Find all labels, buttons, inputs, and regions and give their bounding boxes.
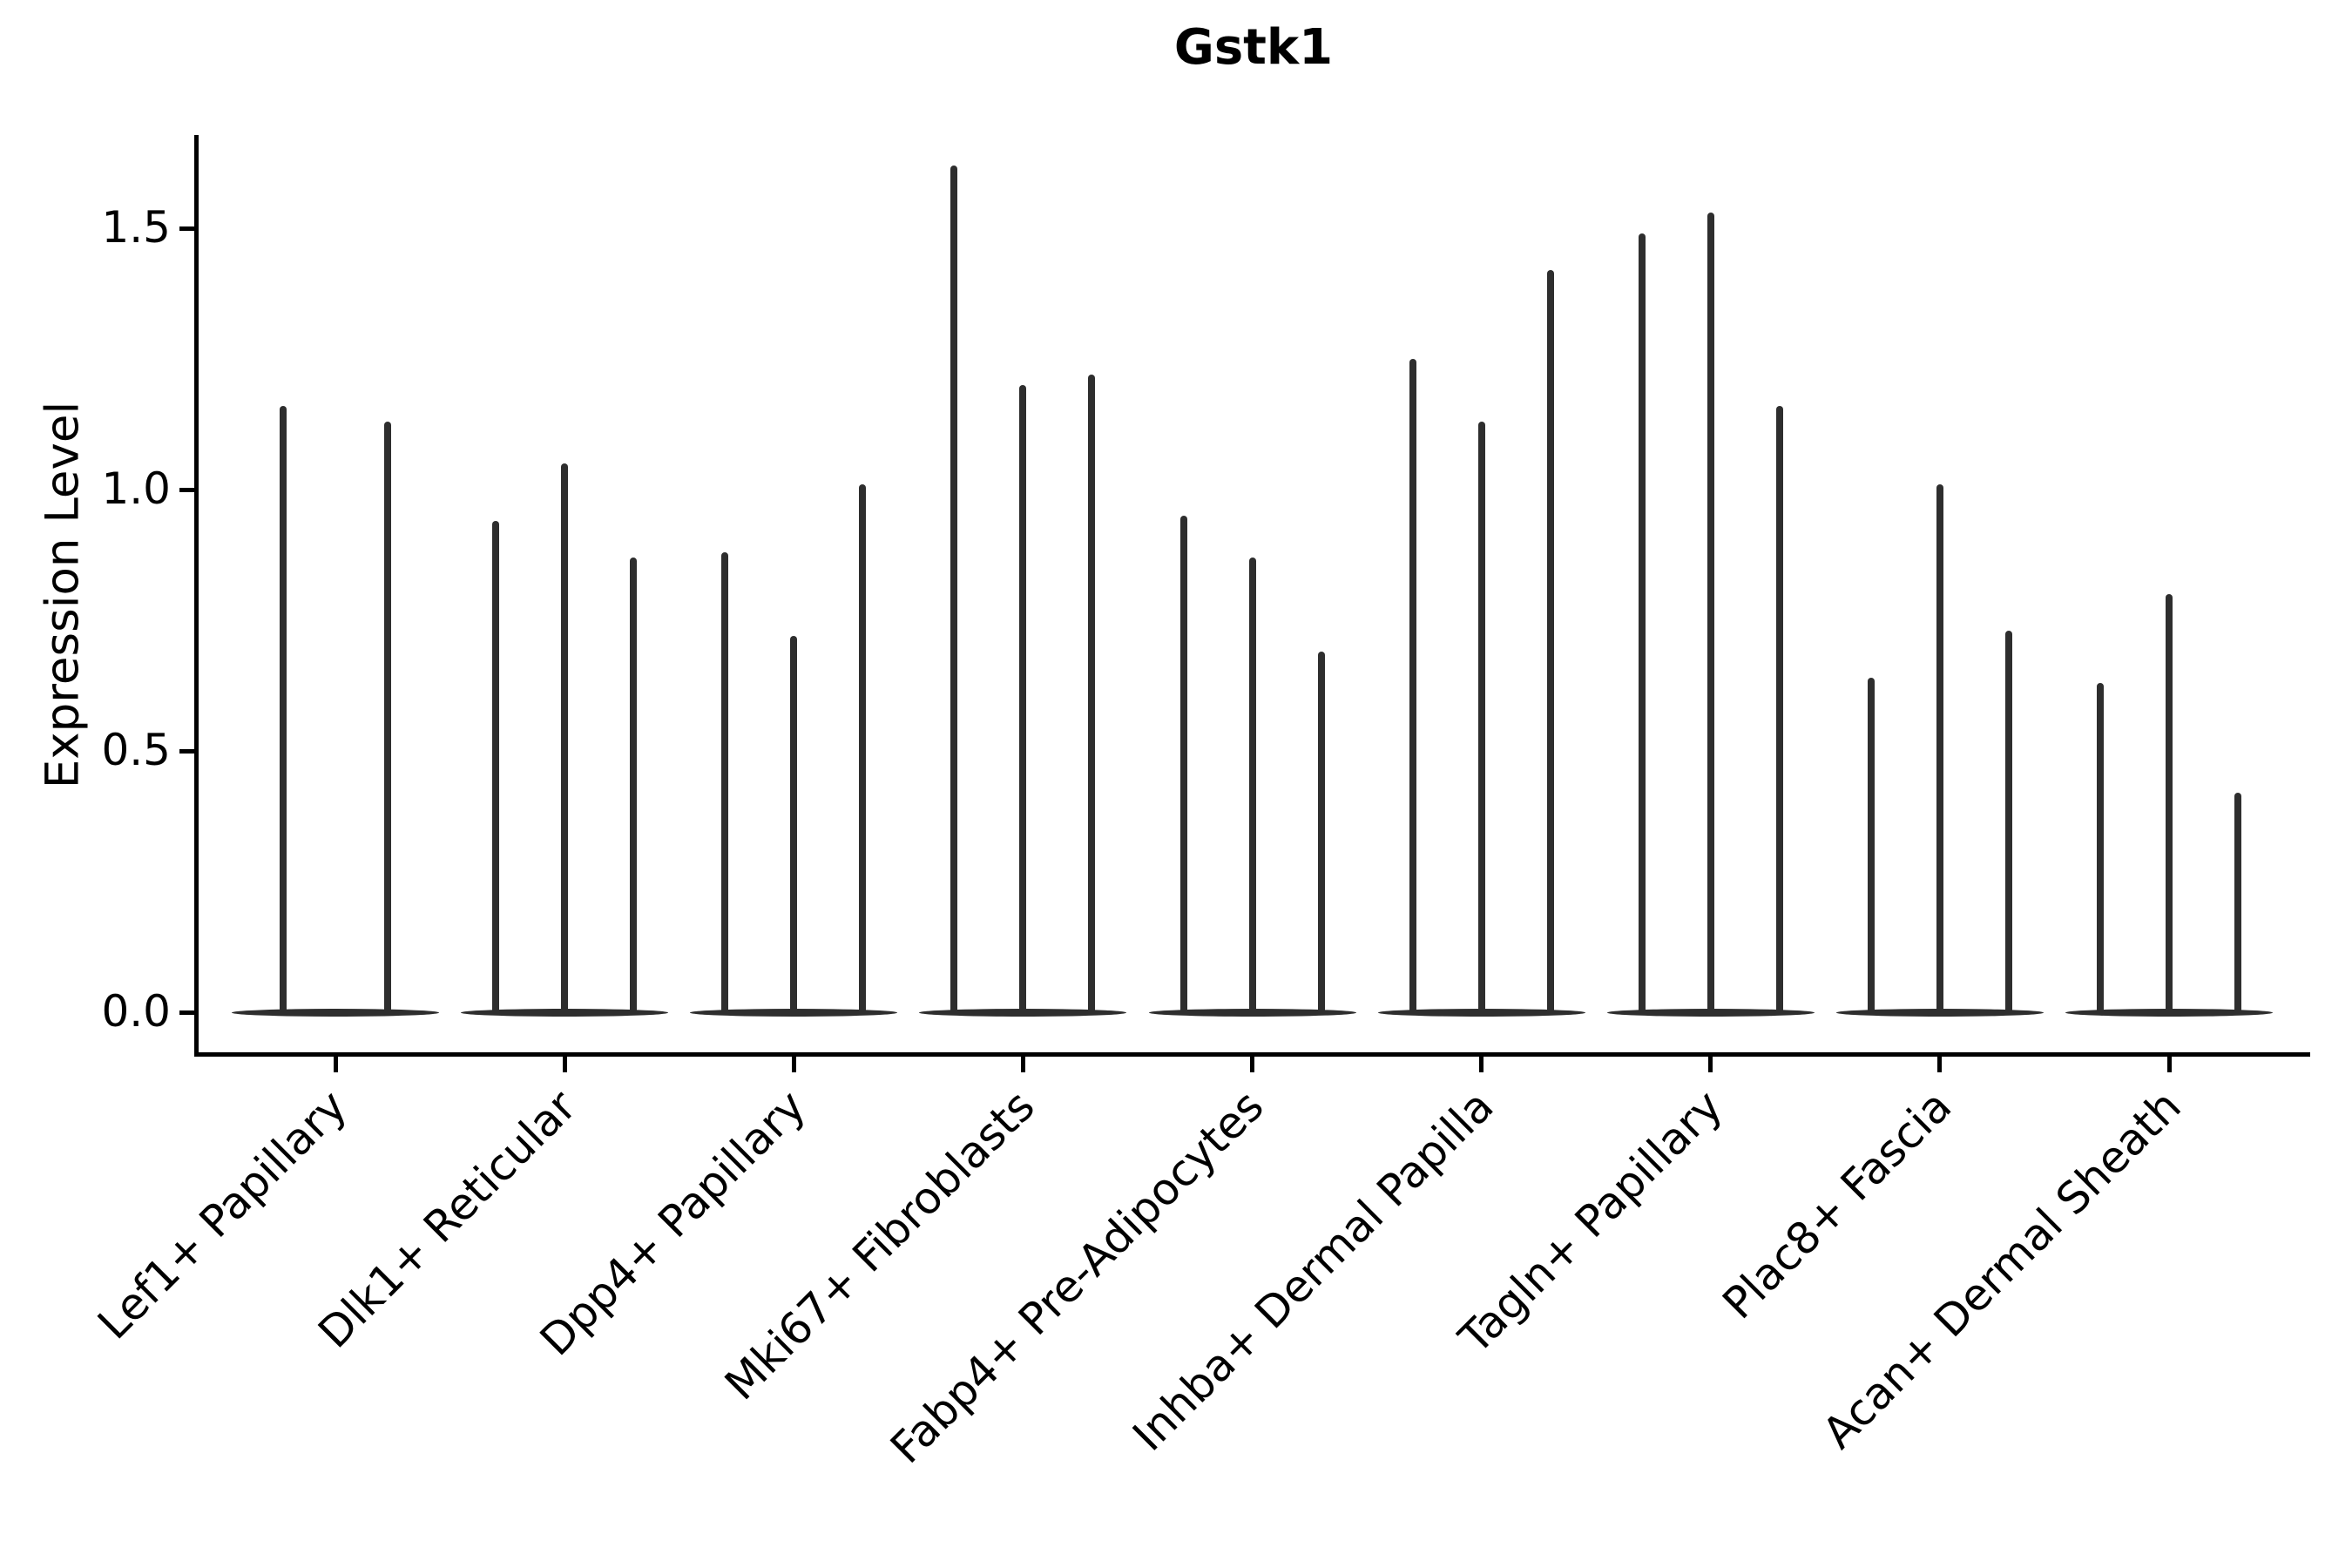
violin-tail: [630, 558, 638, 1012]
violin-tail: [280, 406, 287, 1012]
x-tick: [1479, 1057, 1484, 1072]
violin-base: [690, 1008, 898, 1017]
violin-tail: [1409, 359, 1416, 1012]
violin-base: [1606, 1008, 1815, 1017]
violin-base: [919, 1008, 1127, 1017]
violin-tail: [384, 422, 391, 1012]
violin-base: [1377, 1008, 1585, 1017]
violin-tail: [721, 552, 729, 1012]
y-tick-label: 0.0: [101, 986, 171, 1037]
violin-tail: [790, 636, 798, 1012]
violin-tail: [2004, 631, 2012, 1012]
violin-tail: [492, 521, 500, 1012]
violin-tail: [1707, 213, 1714, 1012]
violin-base: [232, 1008, 439, 1017]
violin-base: [2065, 1008, 2273, 1017]
violin-tail: [2234, 793, 2241, 1012]
violin-tail: [1317, 652, 1325, 1012]
violin-tail: [561, 463, 569, 1012]
x-tick: [791, 1057, 796, 1072]
violin-tail: [950, 166, 958, 1012]
violin-tail: [1775, 406, 1783, 1012]
violin-tail: [1867, 678, 1875, 1012]
x-tick: [1937, 1057, 1943, 1072]
y-tick: [179, 1010, 197, 1015]
x-tick-label: Plac8+ Fascia: [1713, 1080, 1962, 1329]
violin-tail: [2166, 594, 2173, 1012]
violin-tail: [1179, 516, 1187, 1012]
violin-tail: [1019, 385, 1027, 1012]
violin-base: [461, 1008, 669, 1017]
plot-title: Gstk1: [1173, 19, 1334, 76]
x-axis-spine: [194, 1052, 2310, 1057]
y-tick: [179, 226, 197, 231]
x-tick-label: Lef1+ Papillary: [88, 1080, 357, 1349]
x-tick: [562, 1057, 567, 1072]
violin-tail: [1546, 270, 1554, 1012]
violin-base: [1148, 1008, 1356, 1017]
violin-tail: [1638, 233, 1646, 1012]
y-tick: [179, 748, 197, 754]
x-tick: [2166, 1057, 2172, 1072]
violin-tail: [1936, 484, 1943, 1012]
y-tick-label: 0.5: [101, 725, 171, 775]
violin-tail: [1088, 375, 1096, 1012]
y-tick-label: 1.5: [101, 202, 171, 253]
violin-base: [1835, 1008, 2044, 1017]
violin-tail: [2097, 683, 2104, 1012]
x-tick: [333, 1057, 338, 1072]
y-tick-label: 1.0: [101, 463, 171, 514]
violin-tail: [859, 484, 867, 1012]
y-tick: [179, 487, 197, 492]
x-tick: [1250, 1057, 1254, 1072]
y-axis-spine: [194, 135, 199, 1057]
violin-tail: [1477, 422, 1485, 1012]
x-tick: [1020, 1057, 1025, 1072]
x-tick-label: Fabp4+ Pre-Adipocytes: [881, 1080, 1274, 1474]
x-tick: [1708, 1057, 1713, 1072]
violin-tail: [1248, 558, 1256, 1012]
